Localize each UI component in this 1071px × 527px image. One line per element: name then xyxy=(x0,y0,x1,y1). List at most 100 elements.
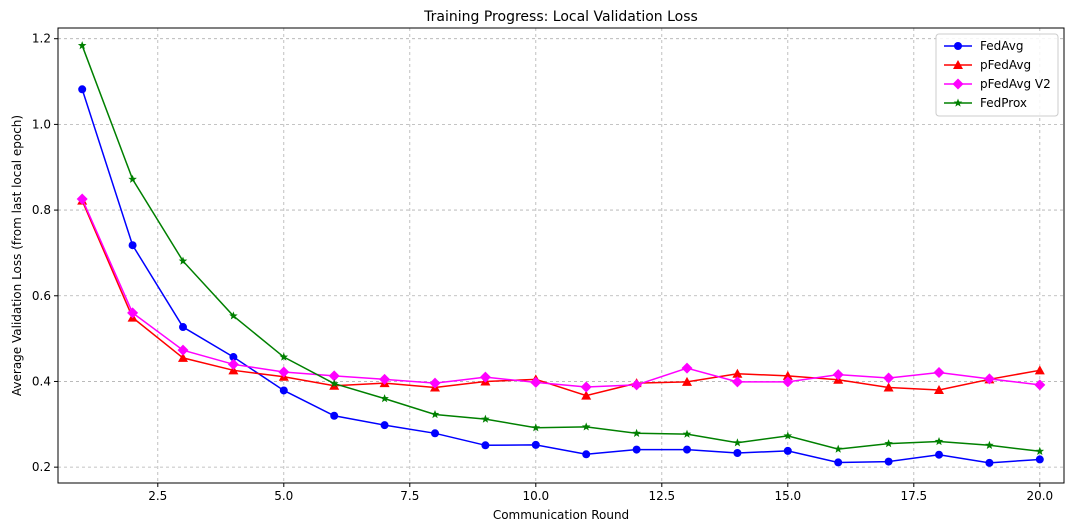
data-point xyxy=(782,376,794,388)
data-point xyxy=(631,379,643,391)
data-point xyxy=(934,385,945,395)
data-point xyxy=(582,450,591,459)
data-point xyxy=(531,440,540,449)
data-point xyxy=(782,370,793,380)
data-point xyxy=(481,441,490,450)
x-tick-label: 17.5 xyxy=(900,489,927,503)
data-point xyxy=(883,382,894,392)
data-point xyxy=(278,366,290,378)
data-point xyxy=(581,422,591,431)
data-point xyxy=(985,458,994,467)
x-tick-label: 20.0 xyxy=(1026,489,1053,503)
data-point xyxy=(935,450,944,459)
data-point xyxy=(632,428,641,437)
x-axis-label: Communication Round xyxy=(493,508,629,522)
data-point xyxy=(329,379,339,388)
legend-label: pFedAvg V2 xyxy=(980,77,1051,91)
data-point xyxy=(681,362,693,374)
series-line xyxy=(81,198,1040,388)
series-line xyxy=(81,200,1040,397)
data-point xyxy=(733,449,742,458)
data-point xyxy=(732,368,743,378)
y-tick-label: 1.2 xyxy=(32,32,51,46)
legend-item: pFedAvg V2 xyxy=(944,77,1051,91)
data-point xyxy=(883,372,895,384)
legend-marker xyxy=(953,60,963,69)
x-tick-label: 5.0 xyxy=(274,489,293,503)
data-point xyxy=(580,381,592,393)
x-tick-label: 15.0 xyxy=(774,489,801,503)
data-point xyxy=(783,431,793,440)
data-point xyxy=(1034,365,1045,375)
legend-marker xyxy=(952,78,964,90)
data-point xyxy=(530,376,542,388)
y-axis-label: Average Validation Loss (from last local… xyxy=(10,115,24,396)
data-point xyxy=(783,446,792,455)
y-tick-label: 0.4 xyxy=(32,374,51,388)
data-point xyxy=(229,311,238,320)
data-point xyxy=(884,439,893,448)
data-point xyxy=(279,352,289,361)
series-fedavg xyxy=(78,85,1044,467)
data-point xyxy=(178,323,187,332)
chart-title: Training Progress: Local Validation Loss xyxy=(423,9,698,25)
data-point xyxy=(934,436,944,446)
x-tick-label: 12.5 xyxy=(648,489,675,503)
data-point xyxy=(227,358,239,370)
data-point xyxy=(430,409,440,419)
data-point xyxy=(379,373,391,385)
data-point xyxy=(429,377,441,389)
data-point xyxy=(328,370,340,382)
data-point xyxy=(834,458,843,467)
legend-box xyxy=(935,33,1059,117)
data-point xyxy=(531,423,541,432)
y-tick-label: 0.6 xyxy=(32,289,51,303)
data-point xyxy=(733,438,742,447)
legend-marker xyxy=(953,98,963,107)
data-point xyxy=(884,457,893,466)
series-line xyxy=(81,45,1040,453)
data-point xyxy=(731,376,743,388)
data-point xyxy=(430,429,439,438)
legend-marker xyxy=(954,42,962,50)
data-point xyxy=(1034,379,1046,391)
data-point xyxy=(279,386,288,395)
legend-label: pFedAvg xyxy=(980,58,1031,72)
series-layer xyxy=(76,41,1046,467)
data-point xyxy=(481,414,490,423)
y-tick-label: 0.2 xyxy=(32,460,51,474)
legend-item: pFedAvg xyxy=(944,58,1031,72)
data-point xyxy=(229,353,238,362)
data-point xyxy=(1035,455,1044,464)
x-tick-label: 10.0 xyxy=(522,489,549,503)
data-point xyxy=(177,352,188,362)
y-tick-label: 0.8 xyxy=(32,203,51,217)
data-point xyxy=(683,445,692,454)
legend: FedAvg pFedAvg pFedAvg V2 FedProx xyxy=(935,33,1059,117)
data-point xyxy=(581,390,592,400)
data-point xyxy=(985,440,994,449)
data-point xyxy=(127,307,139,319)
x-tick-label: 2.5 xyxy=(148,489,167,503)
x-tick-label: 7.5 xyxy=(400,489,419,503)
data-point xyxy=(76,193,88,205)
data-point xyxy=(682,376,693,386)
data-point xyxy=(682,429,692,438)
legend-item: FedProx xyxy=(944,96,1027,110)
data-point xyxy=(832,369,844,381)
data-point xyxy=(933,366,945,378)
series-fedprox xyxy=(77,41,1045,455)
data-point xyxy=(833,444,843,453)
data-point xyxy=(330,411,339,420)
data-point xyxy=(380,421,389,430)
plot-frame xyxy=(57,27,1065,484)
legend-item: FedAvg xyxy=(944,39,1023,53)
data-point xyxy=(380,394,389,403)
data-point xyxy=(178,256,188,265)
data-point xyxy=(78,85,87,94)
data-point xyxy=(632,445,641,454)
y-tick-label: 1.0 xyxy=(32,117,51,131)
legend-label: FedProx xyxy=(980,96,1027,110)
data-point xyxy=(128,241,137,250)
